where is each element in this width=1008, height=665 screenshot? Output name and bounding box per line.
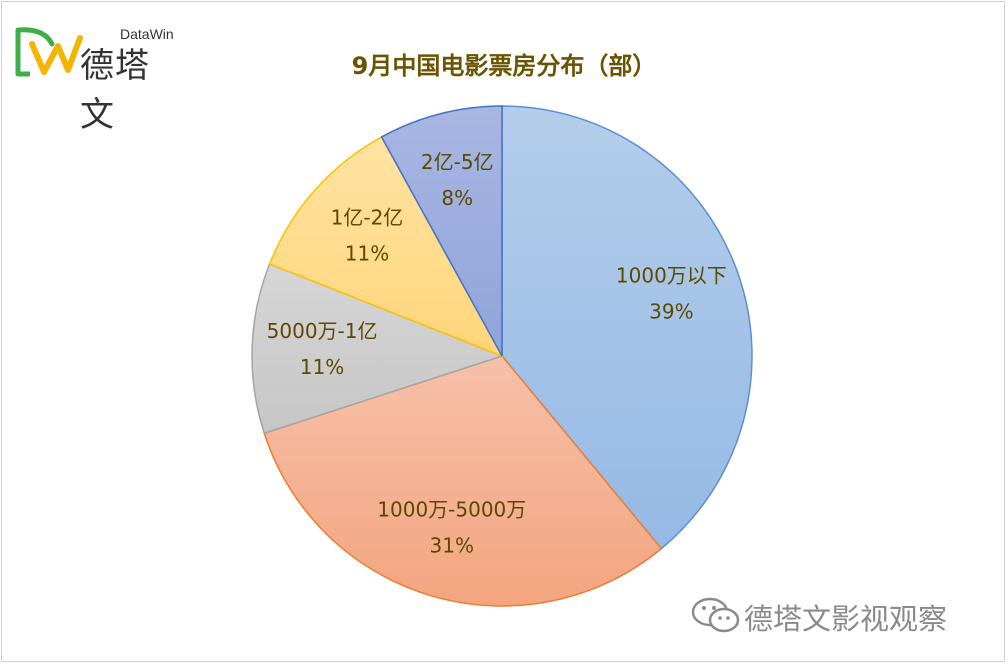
pie-slice <box>501 105 753 550</box>
slice-value-label: 31% <box>430 533 474 557</box>
pie-slice <box>380 105 503 357</box>
datawin-logo: DataWin 德塔文 <box>14 22 184 135</box>
pie-slice <box>263 355 663 607</box>
logo-brand-en: DataWin <box>120 26 174 42</box>
slice-category-label: 1亿-2亿 <box>331 205 404 229</box>
slice-value-label: 11% <box>300 355 344 379</box>
slice-value-label: 8% <box>441 186 473 210</box>
wechat-watermark: 德塔文影视观察 <box>690 594 990 636</box>
wechat-icon <box>691 597 740 633</box>
slice-value-label: 11% <box>345 241 389 265</box>
pie-slice <box>268 135 504 358</box>
watermark-text: 德塔文影视观察 <box>744 602 948 636</box>
slice-category-label: 1000万以下 <box>616 264 727 288</box>
logo-brand-cn: 德塔文 <box>80 46 150 135</box>
datawin-logo-icon <box>15 27 83 77</box>
slice-category-label: 1000万-5000万 <box>377 497 526 521</box>
pie-slice <box>251 262 505 435</box>
slice-value-label: 39% <box>649 300 693 324</box>
slice-category-label: 2亿-5亿 <box>421 150 494 174</box>
chart-title: 9月中国电影票房分布（部） <box>351 52 657 80</box>
slice-category-label: 5000万-1亿 <box>267 319 378 343</box>
